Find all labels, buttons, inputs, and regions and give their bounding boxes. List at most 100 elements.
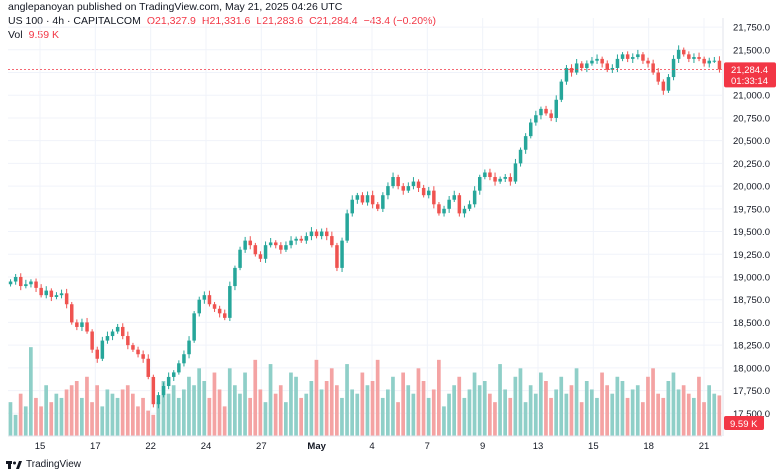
candle-body <box>207 295 212 305</box>
candle-body <box>580 63 584 68</box>
volume-bar <box>625 397 630 436</box>
volume-label[interactable]: Vol <box>8 29 23 41</box>
volume-bar <box>110 393 115 436</box>
volume-bar <box>437 359 441 436</box>
candle-body <box>13 276 18 282</box>
price-tick-label: 19,750.0 <box>733 204 770 215</box>
volume-bar <box>620 381 625 436</box>
candle-body <box>253 245 258 255</box>
tradingview-logo-icon <box>6 460 22 470</box>
time-axis-label: 7 <box>425 441 430 452</box>
time-axis-label: 27 <box>256 441 267 452</box>
volume-bar <box>74 381 79 436</box>
candle-body <box>24 284 28 287</box>
candle-body <box>217 308 222 314</box>
volume-bar <box>411 393 416 436</box>
volume-bar <box>666 381 671 436</box>
candle-body <box>126 336 130 346</box>
candle-body <box>166 376 171 387</box>
candle-body <box>319 231 324 237</box>
candle-body <box>452 195 456 200</box>
volume-bar <box>176 397 181 436</box>
volume-bar <box>380 397 385 436</box>
volume-bar <box>518 368 523 436</box>
volume-bar <box>335 385 339 436</box>
candle-body <box>233 267 237 287</box>
candle-body <box>202 295 207 300</box>
candle-body <box>682 49 686 55</box>
volume-bar <box>23 406 28 436</box>
volume-bar <box>584 381 589 436</box>
volume-bar <box>651 368 655 436</box>
time-axis-label: 22 <box>145 441 156 452</box>
volume-bar <box>493 402 497 436</box>
candle-body <box>483 172 487 178</box>
price-tick-label: 18,500.0 <box>733 318 770 329</box>
volume-bar <box>615 376 620 436</box>
candle-body <box>518 149 523 164</box>
candle-body <box>661 81 666 91</box>
volume-bar <box>324 381 329 436</box>
candle-body <box>263 245 268 259</box>
volume-bar <box>314 359 319 436</box>
candle-body <box>54 295 59 297</box>
time-axis-label: 15 <box>588 441 599 452</box>
candle-body <box>100 340 105 359</box>
volume-bar <box>105 389 110 436</box>
price-tick-label: 17,750.0 <box>733 386 770 397</box>
candle-body <box>177 363 181 373</box>
volume-bar <box>544 381 548 436</box>
volume-bar <box>365 385 370 436</box>
candle-body <box>64 293 69 305</box>
candle-body <box>75 322 79 327</box>
candle-body <box>121 326 125 337</box>
candle-body <box>350 199 354 214</box>
volume-bar <box>350 389 354 436</box>
candle-body <box>289 240 293 246</box>
volume-bar <box>697 376 701 436</box>
volume-bar <box>156 402 161 436</box>
price-tick-label: 20,750.0 <box>733 113 770 124</box>
volume-badge <box>724 416 764 430</box>
time-axis-label: 21 <box>699 441 710 452</box>
candle-body <box>615 58 620 68</box>
volume-bar <box>717 395 722 436</box>
volume-bar <box>508 397 513 436</box>
volume-bar <box>600 372 604 436</box>
volume-bar <box>278 385 283 436</box>
volume-bar <box>590 389 594 436</box>
volume-bar <box>671 372 676 436</box>
symbol-label[interactable]: US 100 · 4h · CAPITALCOM <box>8 15 141 27</box>
footer-brand: TradingView <box>26 459 82 470</box>
candle-body <box>717 60 722 70</box>
volume-bar <box>100 406 105 436</box>
low-value: L21,283.6 <box>256 15 304 27</box>
time-axis-label: 9 <box>480 441 485 452</box>
volume-bar <box>641 402 645 436</box>
candle-body <box>212 304 217 309</box>
volume-bar <box>661 397 666 436</box>
price-tick-label: 18,750.0 <box>733 295 770 306</box>
volume-bar <box>166 393 171 436</box>
volume-bar <box>579 402 584 436</box>
volume-bar <box>533 393 538 436</box>
volume-bar <box>34 397 38 436</box>
volume-bar <box>258 389 263 436</box>
volume-bar <box>187 376 191 436</box>
last-price-badge <box>724 62 776 88</box>
price-tick-label: 19,500.0 <box>733 227 770 238</box>
candle-body <box>29 281 33 285</box>
volume-bar <box>161 381 166 436</box>
volume-bar <box>345 364 349 436</box>
volume-bar <box>136 406 140 436</box>
candle-body <box>447 199 451 209</box>
time-axis-label: 18 <box>643 441 654 452</box>
candle-body <box>228 286 232 318</box>
volume-bar <box>284 402 288 436</box>
volume-bar <box>457 376 462 436</box>
volume-bar <box>610 393 615 436</box>
candle-body <box>110 331 115 337</box>
candle-body <box>396 177 400 187</box>
volume-bar <box>18 393 23 436</box>
